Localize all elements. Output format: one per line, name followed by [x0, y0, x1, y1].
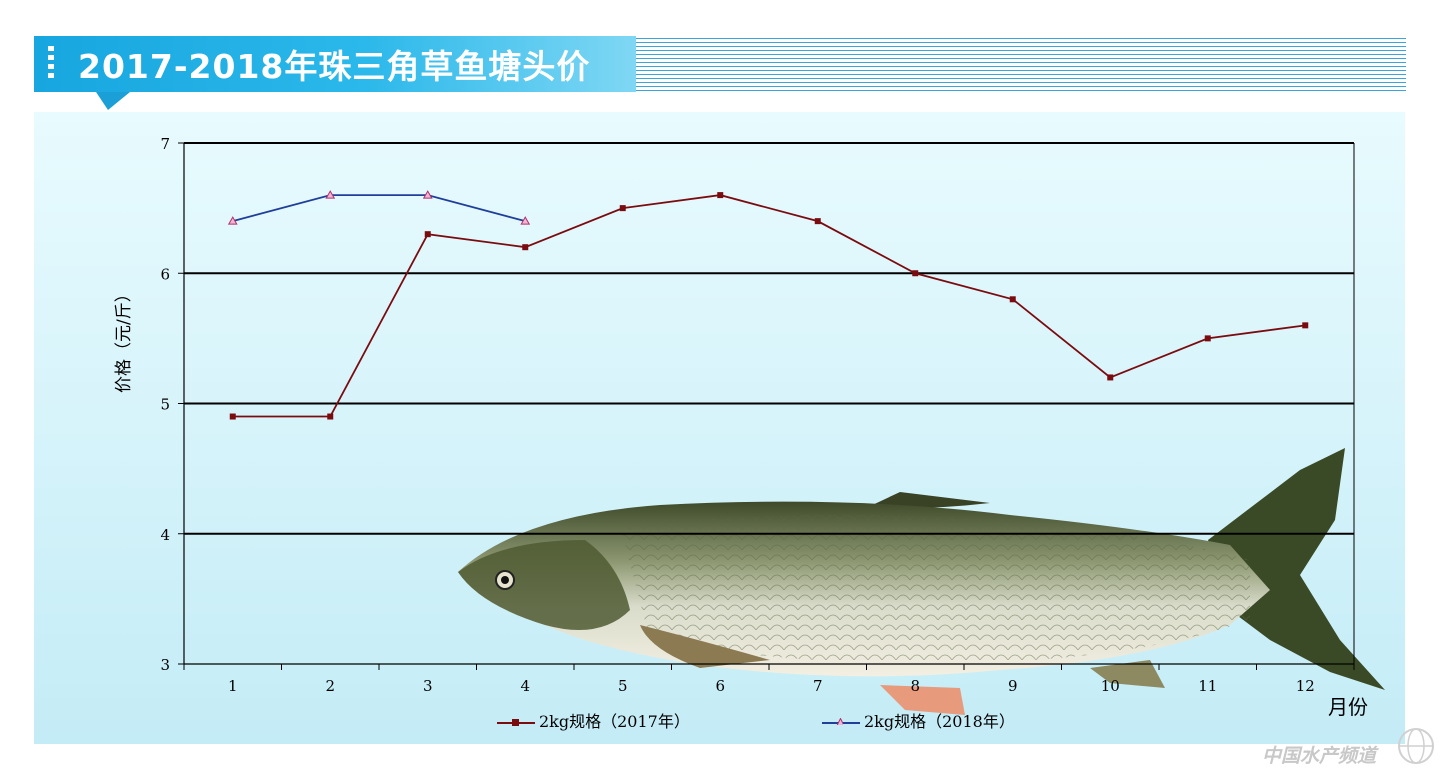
dotted-bar-icon	[48, 46, 54, 82]
data-point	[327, 413, 334, 420]
data-point	[522, 244, 529, 251]
data-point	[1009, 296, 1016, 303]
y-tick-label: 4	[160, 526, 170, 544]
data-point	[814, 218, 821, 225]
globe-icon	[1398, 728, 1434, 764]
data-point	[1107, 374, 1114, 381]
x-tick-label: 5	[618, 677, 628, 695]
legend-line-2018	[822, 717, 860, 725]
x-tick-label: 7	[813, 677, 823, 695]
y-tick-label: 7	[160, 135, 170, 153]
grass-carp-fish-illustration	[458, 448, 1385, 715]
data-point	[229, 413, 236, 420]
data-point	[520, 216, 531, 225]
data-point	[1302, 322, 1309, 329]
x-tick-label: 3	[423, 677, 433, 695]
watermark-text: 中国水产频道	[1262, 745, 1377, 767]
legend-item-2018: 2kg规格（2018年）	[822, 708, 1015, 732]
x-tick-label: 9	[1008, 677, 1018, 695]
header-stripes	[636, 38, 1406, 92]
data-point	[325, 190, 336, 199]
y-tick-label: 5	[160, 396, 170, 414]
x-axis-title: 月份	[1328, 695, 1368, 719]
data-point	[717, 192, 724, 199]
x-tick-label: 12	[1296, 677, 1315, 695]
series-line-1	[232, 194, 526, 223]
data-point	[912, 270, 919, 277]
x-tick-label: 10	[1101, 677, 1120, 695]
legend-line-2017	[497, 718, 535, 726]
legend-label-2017: 2kg规格（2017年）	[539, 712, 690, 731]
triangle-marker-icon	[836, 717, 843, 725]
y-tick-label: 6	[160, 265, 170, 283]
data-point	[424, 231, 431, 238]
x-tick-label: 1	[228, 677, 238, 695]
x-tick-label: 2	[325, 677, 335, 695]
square-marker-icon	[512, 718, 519, 726]
x-tick-label: 6	[715, 677, 725, 695]
data-point	[619, 205, 626, 212]
x-tick-label: 11	[1198, 677, 1217, 695]
page-title: 2017-2018年珠三角草鱼塘头价	[78, 47, 591, 86]
data-point	[422, 190, 433, 199]
x-tick-label: 8	[910, 677, 920, 695]
title-background	[34, 36, 636, 92]
legend-item-2017: 2kg规格（2017年）	[497, 708, 690, 732]
y-tick-label: 3	[160, 656, 170, 674]
x-tick-label: 4	[520, 677, 530, 695]
data-point	[1204, 335, 1211, 342]
data-point	[227, 216, 238, 225]
title-banner: 2017-2018年珠三角草鱼塘头价	[34, 36, 636, 110]
y-axis-title: 价格（元/斤）	[114, 285, 134, 393]
title-notch	[96, 92, 130, 110]
series-line-0	[232, 194, 1306, 418]
legend-label-2018: 2kg规格（2018年）	[864, 712, 1015, 731]
